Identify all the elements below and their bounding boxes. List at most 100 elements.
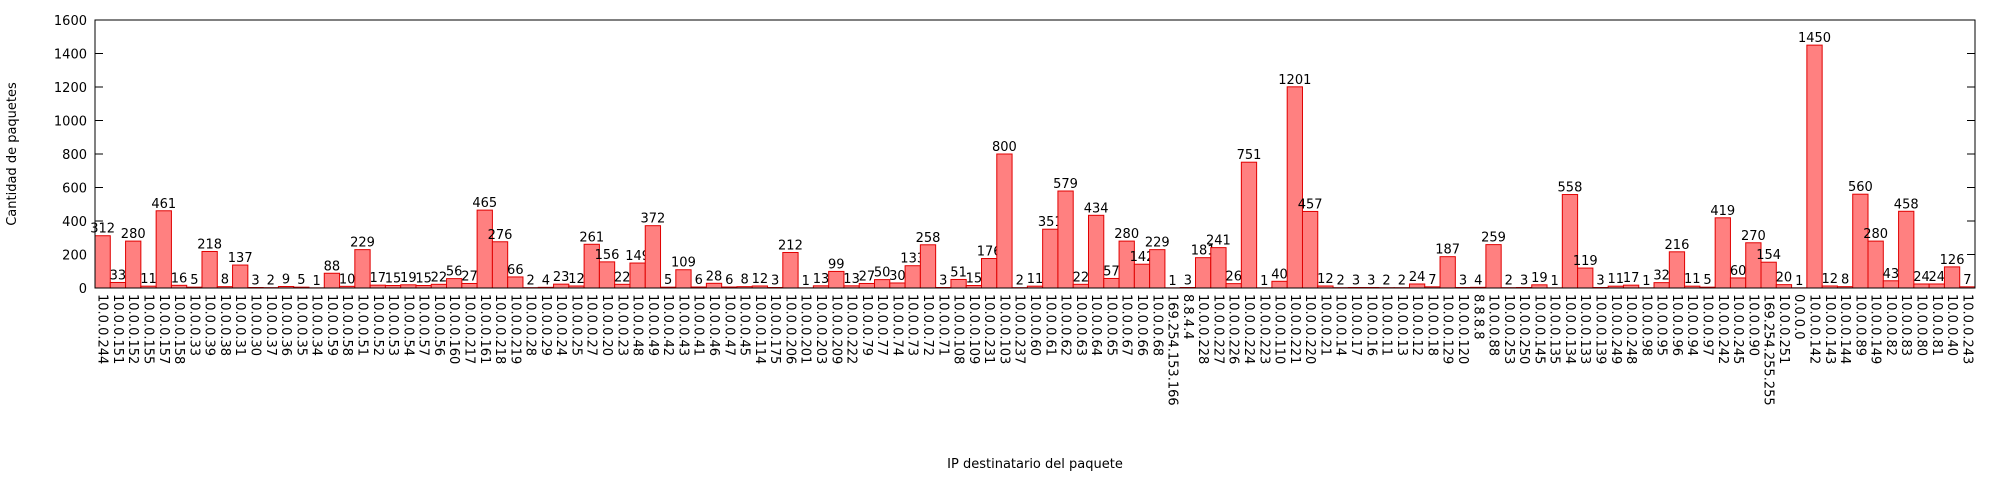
bar bbox=[1301, 210, 1319, 289]
value-label: 12 bbox=[568, 272, 585, 287]
bar bbox=[446, 278, 463, 289]
bar bbox=[125, 240, 142, 289]
value-label: 15 bbox=[415, 271, 432, 286]
value-label: 187 bbox=[1435, 243, 1460, 258]
x-tick-label: 10.0.0.142 bbox=[1807, 294, 1822, 364]
value-label: 137 bbox=[228, 251, 253, 266]
value-label: 126 bbox=[1940, 253, 1965, 268]
bar bbox=[1439, 256, 1456, 289]
value-label: 19 bbox=[1531, 271, 1548, 286]
bar bbox=[782, 251, 799, 289]
x-tick-label: 10.0.0.253 bbox=[1501, 294, 1516, 364]
value-label: 24 bbox=[1913, 270, 1930, 285]
bar bbox=[476, 209, 493, 289]
value-label: 88 bbox=[324, 259, 341, 274]
value-label: 2 bbox=[1398, 274, 1406, 289]
value-label: 2 bbox=[267, 274, 275, 289]
x-tick-label: 10.0.0.23 bbox=[614, 294, 629, 356]
y-tick-label: 1000 bbox=[54, 115, 87, 130]
value-label: 16 bbox=[171, 271, 188, 286]
x-tick-label: 10.0.0.62 bbox=[1058, 294, 1073, 356]
x-tick-label: 10.0.0.149 bbox=[1868, 294, 1883, 364]
value-label: 3 bbox=[1520, 273, 1528, 288]
x-tick-label: 10.0.0.224 bbox=[1241, 294, 1256, 364]
value-label: 218 bbox=[197, 237, 222, 252]
x-tick-label: 169.254.255.255 bbox=[1761, 294, 1776, 406]
value-label: 458 bbox=[1894, 197, 1919, 212]
value-label: 2 bbox=[1382, 274, 1390, 289]
value-label: 434 bbox=[1084, 201, 1109, 216]
x-tick-label: 10.0.0.20 bbox=[599, 294, 614, 356]
x-tick-label: 10.0.0.82 bbox=[1883, 294, 1898, 356]
x-tick-label: 10.0.0.47 bbox=[721, 294, 736, 356]
x-tick-label: 10.0.0.145 bbox=[1531, 294, 1546, 364]
x-tick-label: 10.0.0.103 bbox=[996, 294, 1011, 364]
value-label: 27 bbox=[859, 269, 876, 284]
value-label: 465 bbox=[472, 196, 497, 211]
x-tick-label: 10.0.0.161 bbox=[477, 294, 492, 364]
x-tick-label: 10.0.0.38 bbox=[217, 294, 232, 356]
value-label: 99 bbox=[828, 257, 845, 272]
x-tick-label: 10.0.0.227 bbox=[1210, 294, 1225, 364]
y-tick-label: 0 bbox=[79, 282, 87, 297]
value-label: 28 bbox=[706, 269, 723, 284]
value-label: 3 bbox=[771, 273, 779, 288]
bar bbox=[919, 244, 937, 289]
x-tick-label: 10.0.0.33 bbox=[186, 294, 201, 356]
value-label: 20 bbox=[1776, 271, 1793, 286]
value-label: 1 bbox=[1642, 274, 1650, 289]
x-tick-label: 10.0.0.157 bbox=[156, 294, 171, 364]
bar bbox=[1806, 44, 1823, 289]
value-label: 4 bbox=[1474, 273, 1482, 288]
x-tick-label: 10.0.0.54 bbox=[400, 294, 415, 356]
x-tick-label: 10.0.0.11 bbox=[1379, 294, 1394, 356]
value-label: 7 bbox=[1428, 273, 1436, 288]
x-tick-label: 10.0.0.43 bbox=[675, 294, 690, 356]
value-label: 149 bbox=[625, 249, 650, 264]
value-label: 15 bbox=[385, 271, 402, 286]
value-label: 1 bbox=[1260, 274, 1268, 289]
x-tick-label: 10.0.0.251 bbox=[1776, 294, 1791, 364]
value-label: 181 bbox=[1191, 244, 1216, 259]
value-label: 50 bbox=[874, 266, 891, 281]
value-label: 1 bbox=[1551, 274, 1559, 289]
value-label: 57 bbox=[1103, 264, 1120, 279]
value-label: 43 bbox=[1883, 267, 1900, 282]
value-label: 133 bbox=[900, 252, 925, 267]
bar bbox=[1485, 244, 1502, 289]
x-tick-label: 10.0.0.49 bbox=[645, 294, 660, 356]
value-label: 419 bbox=[1710, 204, 1735, 219]
bar bbox=[201, 250, 218, 289]
value-label: 8 bbox=[740, 273, 748, 288]
value-label: 2 bbox=[1505, 274, 1513, 289]
value-label: 56 bbox=[446, 265, 463, 280]
value-label: 11 bbox=[1027, 272, 1044, 287]
value-label: 10 bbox=[339, 272, 356, 287]
value-label: 5 bbox=[664, 273, 672, 288]
x-tick-label: 10.0.0.152 bbox=[125, 294, 140, 364]
value-label: 579 bbox=[1053, 177, 1078, 192]
x-tick-label: 10.0.0.35 bbox=[293, 294, 308, 356]
bar bbox=[1867, 240, 1884, 289]
x-tick-label: 10.0.0.228 bbox=[1195, 294, 1210, 364]
value-label: 1 bbox=[1795, 274, 1803, 289]
x-tick-label: 8.8.4.4 bbox=[1180, 294, 1195, 339]
bar bbox=[354, 249, 371, 289]
bar bbox=[904, 265, 921, 289]
value-label: 3 bbox=[1596, 273, 1604, 288]
x-tick-label: 10.0.0.67 bbox=[1119, 294, 1134, 356]
value-label: 351 bbox=[1038, 215, 1063, 230]
bar bbox=[1133, 263, 1151, 289]
value-label: 7 bbox=[1963, 273, 1971, 288]
x-tick-label: 10.0.0.16 bbox=[1363, 294, 1378, 356]
x-tick-label: 10.0.0.94 bbox=[1684, 294, 1699, 356]
bar bbox=[1714, 217, 1731, 289]
x-tick-label: 10.0.0.244 bbox=[95, 294, 110, 364]
x-tick-label: 10.0.0.42 bbox=[660, 294, 675, 356]
plot-border bbox=[94, 19, 1976, 289]
value-label: 12 bbox=[1317, 272, 1334, 287]
value-label: 229 bbox=[1145, 236, 1170, 251]
value-label: 800 bbox=[992, 140, 1017, 155]
bar bbox=[1087, 214, 1105, 289]
value-label: 3 bbox=[1367, 273, 1375, 288]
